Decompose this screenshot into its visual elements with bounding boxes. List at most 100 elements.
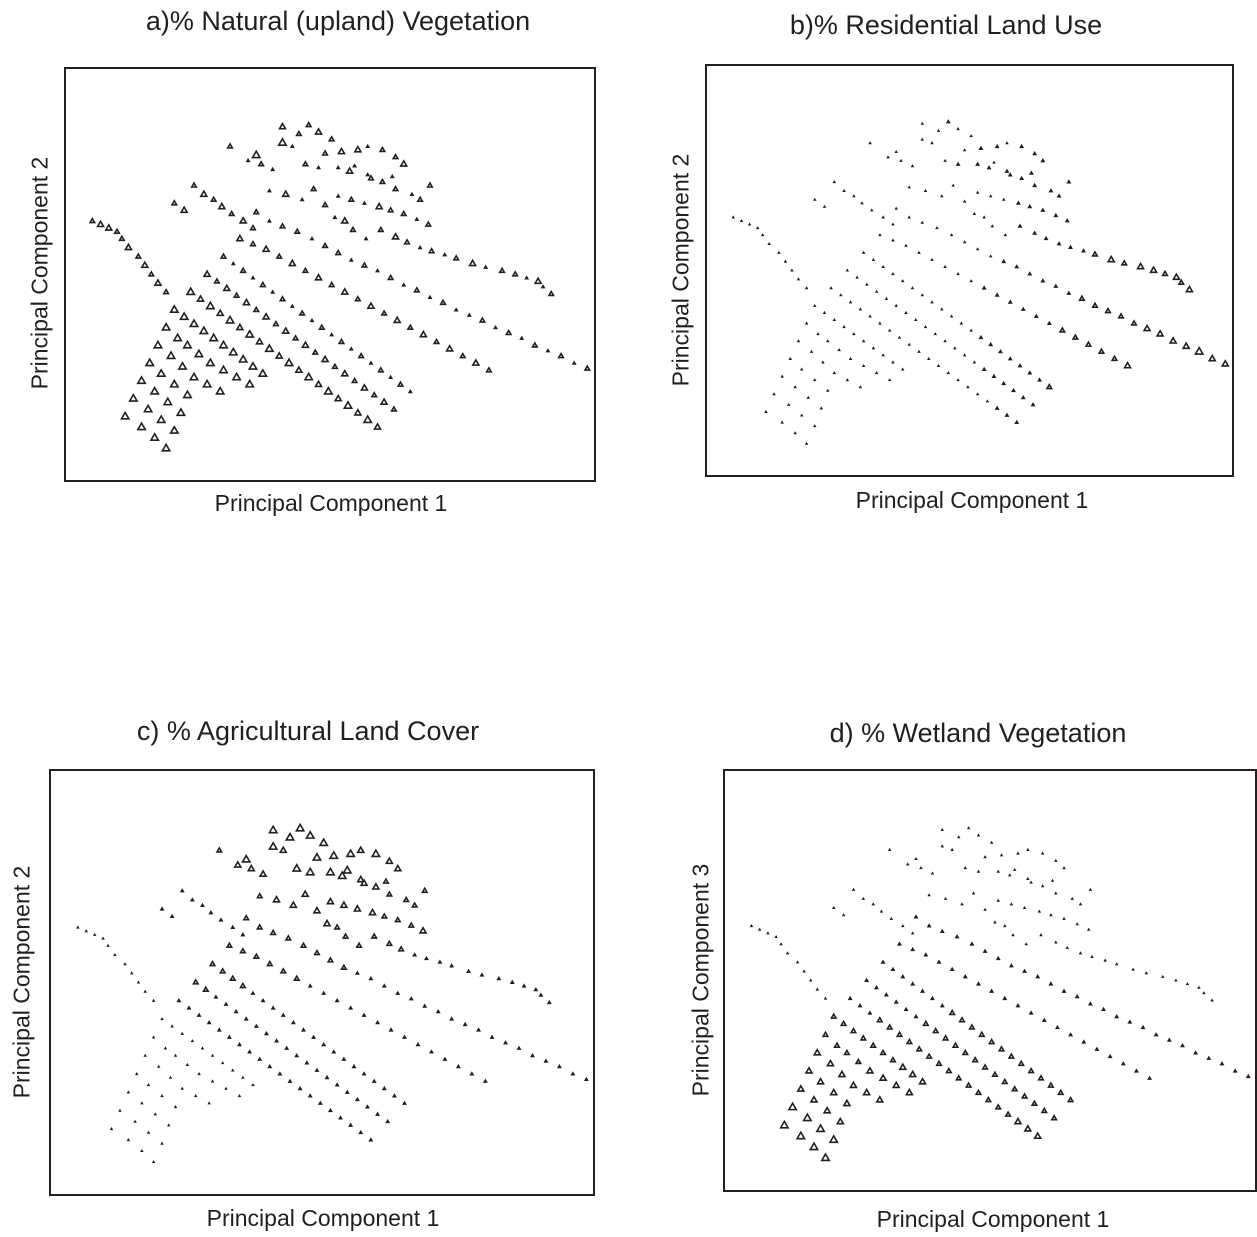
scatter-point — [1054, 940, 1058, 944]
scatter-point — [364, 1104, 370, 1109]
scatter-point — [259, 280, 267, 288]
scatter-point — [949, 966, 955, 972]
scatter-point — [252, 952, 261, 960]
scatter-point — [1058, 326, 1067, 333]
scatter-point — [1050, 1114, 1058, 1121]
scatter-point — [556, 1063, 562, 1069]
scatter-point — [374, 201, 384, 210]
scatter-point — [1101, 1006, 1106, 1011]
scatter-point — [845, 268, 850, 272]
scatter-point — [300, 889, 310, 898]
panel-a-ylabel: Principal Component 2 — [26, 156, 53, 390]
scatter-point — [933, 332, 938, 336]
scatter-point — [412, 952, 418, 957]
scatter-point — [340, 216, 350, 224]
scatter-point — [780, 374, 784, 378]
scatter-point — [812, 303, 817, 307]
scatter-point — [185, 286, 196, 296]
scatter-point — [323, 385, 334, 395]
scatter-point — [524, 275, 530, 280]
scatter-point — [1088, 887, 1093, 891]
scatter-point — [974, 1088, 983, 1096]
scatter-point — [1023, 1124, 1033, 1132]
scatter-point — [802, 1112, 813, 1122]
scatter-point — [186, 1005, 192, 1010]
scatter-point — [903, 1006, 909, 1011]
scatter-point — [1040, 278, 1046, 283]
scatter-point — [301, 1027, 306, 1032]
scatter-point — [196, 294, 205, 302]
scatter-point — [230, 1068, 235, 1072]
scatter-point — [910, 286, 915, 290]
scatter-point — [237, 1041, 242, 1047]
scatter-point — [1193, 1050, 1199, 1055]
scatter-point — [822, 204, 827, 208]
scatter-point — [278, 845, 288, 854]
scatter-point — [206, 1019, 212, 1025]
scatter-point — [1040, 851, 1045, 855]
scatter-point — [260, 997, 266, 1003]
scatter-point — [253, 1023, 259, 1028]
scatter-point — [949, 233, 954, 237]
scatter-point — [410, 901, 419, 908]
scatter-point — [832, 371, 837, 375]
scatter-point — [969, 134, 973, 138]
scatter-point — [197, 1072, 201, 1076]
scatter-point — [1070, 896, 1075, 900]
scatter-point — [230, 261, 236, 266]
scatter-point — [193, 1094, 198, 1098]
scatter-point — [885, 1023, 894, 1030]
scatter-point — [238, 353, 249, 363]
scatter-point — [852, 194, 856, 198]
scatter-point — [478, 316, 487, 323]
scatter-point — [188, 318, 200, 328]
scatter-point — [312, 906, 322, 914]
scatter-point — [874, 984, 879, 990]
scatter-point — [427, 247, 436, 254]
scatter-point — [1091, 301, 1099, 309]
scatter-point — [878, 1073, 888, 1082]
scatter-point — [368, 907, 377, 916]
scatter-point — [135, 1072, 139, 1076]
scatter-point — [205, 357, 216, 367]
scatter-point — [226, 142, 234, 149]
scatter-point — [152, 339, 164, 349]
scatter-point — [1206, 1055, 1212, 1060]
panel-c-ylabel: Principal Component 2 — [8, 865, 35, 1099]
scatter-point — [1032, 182, 1038, 188]
scatter-point — [1019, 175, 1025, 180]
scatter-point — [349, 225, 357, 233]
scatter-point — [1232, 1068, 1238, 1073]
scatter-point — [385, 1118, 391, 1124]
scatter-point — [205, 300, 216, 310]
scatter-point — [216, 1027, 222, 1032]
scatter-point — [1028, 170, 1034, 175]
scatter-point — [200, 1046, 205, 1050]
scatter-point — [128, 393, 139, 402]
scatter-point — [804, 321, 809, 325]
scatter-point — [871, 257, 876, 261]
scatter-point — [925, 1052, 933, 1059]
scatter-point — [891, 360, 895, 364]
scatter-point — [180, 1031, 185, 1035]
scatter-point — [263, 1030, 269, 1036]
scatter-point — [283, 357, 295, 367]
scatter-point — [133, 1119, 137, 1123]
scatter-point — [538, 992, 544, 997]
scatter-point — [917, 250, 921, 254]
scatter-point — [922, 1019, 930, 1027]
scatter-point — [820, 1152, 831, 1162]
scatter-point — [1019, 143, 1025, 149]
scatter-point — [196, 1012, 202, 1017]
scatter-point — [354, 295, 362, 302]
scatter-point — [348, 346, 354, 351]
scatter-point — [821, 360, 825, 364]
panel-b-title: b)% Residential Land Use — [789, 10, 1103, 40]
scatter-point — [333, 923, 341, 930]
scatter-point — [982, 948, 988, 953]
scatter-point — [530, 1052, 535, 1058]
scatter-point — [907, 342, 911, 346]
scatter-point — [1065, 945, 1070, 949]
scatter-point — [997, 1045, 1006, 1052]
scatter-point — [426, 181, 434, 188]
